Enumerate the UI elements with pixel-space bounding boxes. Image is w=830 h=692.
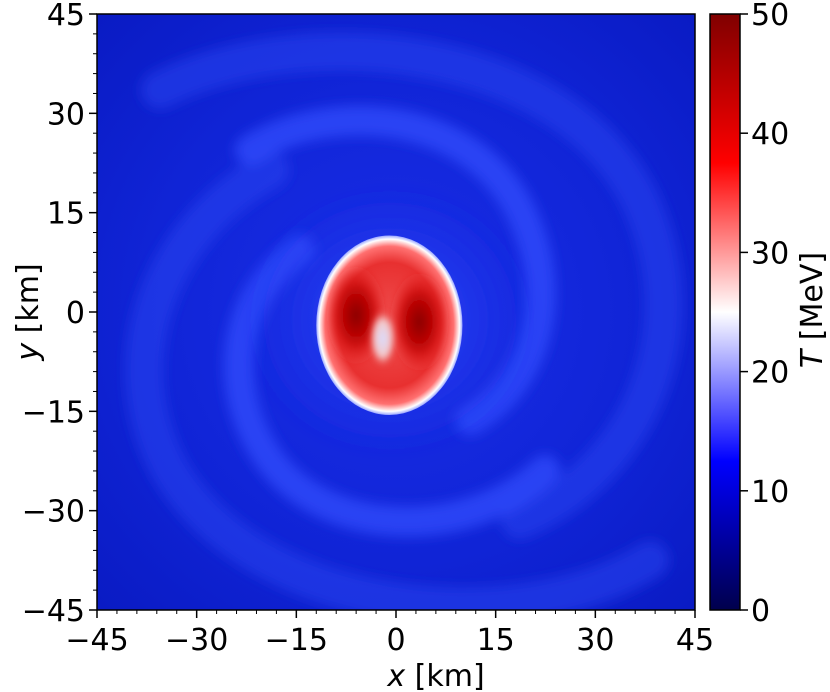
colorbar-tick-label: 0 [751,594,770,629]
colorbar-tick-label: 30 [751,236,789,271]
x-tick-label: 45 [676,623,714,658]
colorbar-gradient [709,13,741,611]
colorbar: 0 10 20 30 40 50 T [MeV] [709,0,830,629]
colorbar-tick-label: 40 [751,117,789,152]
y-tick-label: −30 [22,495,85,530]
x-tick-label: 30 [576,623,614,658]
y-axis-label: y [km] [11,263,46,361]
y-tick-label: 30 [47,97,85,132]
spiral-arms [125,32,683,610]
colorbar-tick-label: 50 [751,0,789,33]
x-axis-ticks: −45 −30 −15 0 15 30 45 [65,610,714,658]
colorbar-tick-label: 10 [751,475,789,510]
hot-core [316,235,463,415]
y-tick-label: −45 [22,594,85,629]
y-tick-label: 0 [66,296,85,331]
colorbar-label: T [MeV] [795,252,830,368]
x-axis-label: x [km] [386,659,484,692]
x-tick-label: 0 [386,623,405,658]
x-tick-label: 15 [477,623,515,658]
y-tick-label: 15 [47,197,85,232]
y-tick-label: −15 [22,395,85,430]
y-tick-label: 45 [47,0,85,33]
colorbar-tick-label: 20 [751,356,789,391]
y-axis-ticks: −45 −30 −15 0 15 30 45 [22,0,97,629]
heatmap-field [97,14,695,610]
x-tick-label: −30 [165,623,228,658]
colorbar-ticks: 0 10 20 30 40 50 [740,0,789,629]
x-tick-label: −15 [265,623,328,658]
x-tick-label: −45 [65,623,128,658]
